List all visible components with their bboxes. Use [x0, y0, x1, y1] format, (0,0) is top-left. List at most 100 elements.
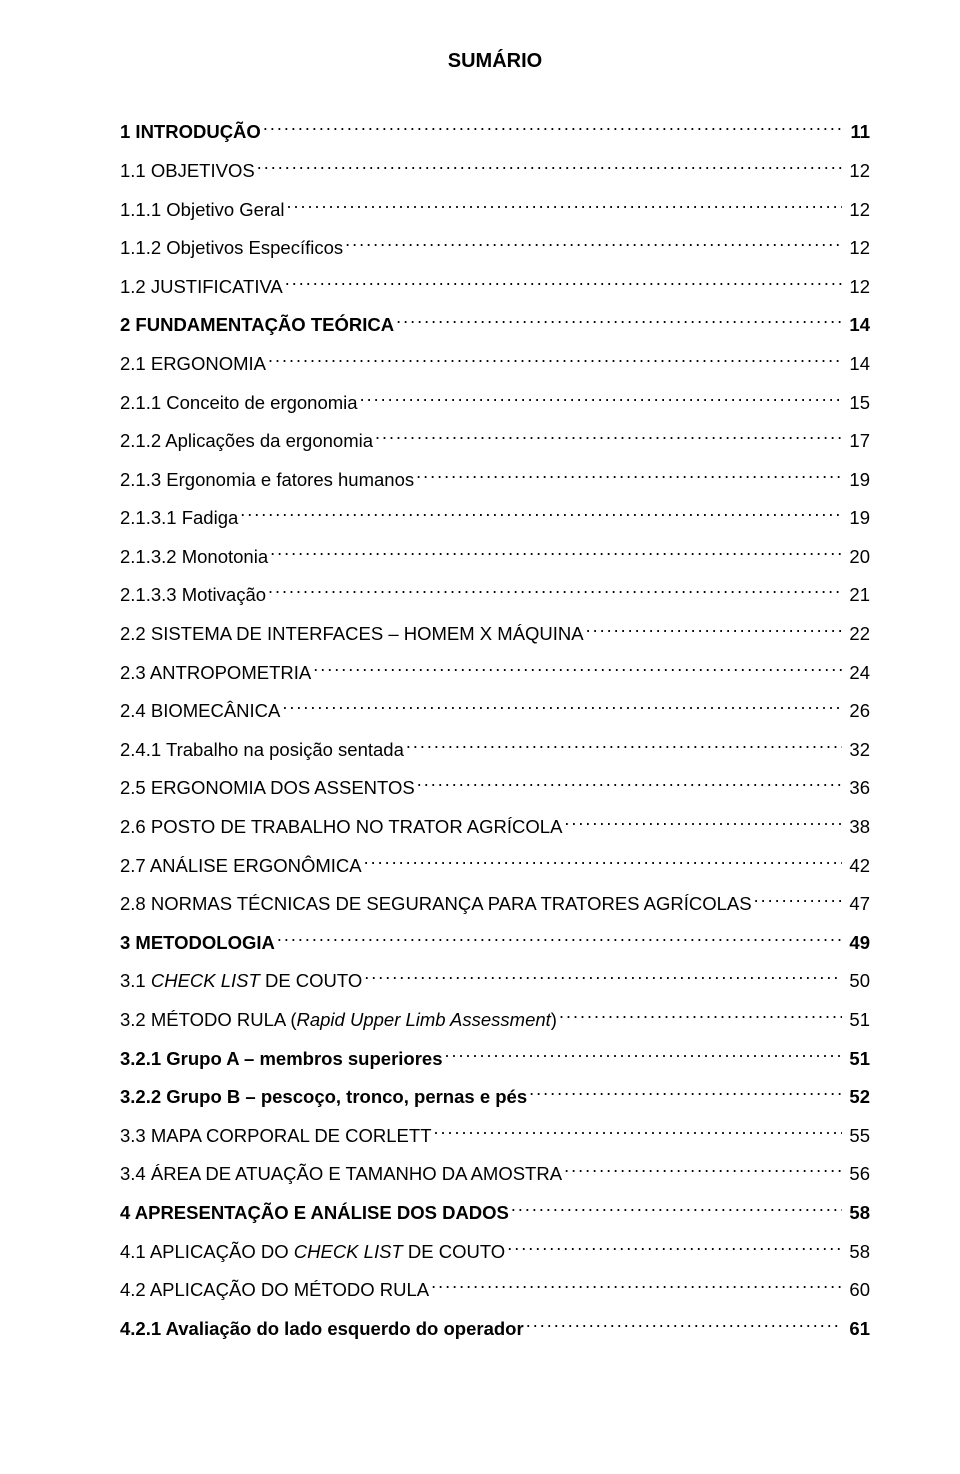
- toc-entry-page: 51: [844, 1045, 870, 1073]
- toc-entry-page: 15: [844, 389, 870, 417]
- toc-entry-label: 4.1 APLICAÇÃO DO CHECK LIST DE COUTO: [120, 1238, 505, 1266]
- dot-leader: [313, 658, 842, 678]
- dot-leader: [285, 272, 842, 292]
- toc-entry-label: 2.1.1 Conceito de ergonomia: [120, 389, 358, 417]
- toc-entry-page: 12: [844, 234, 870, 262]
- toc-entry-label: 1.1.1 Objetivo Geral: [120, 196, 285, 224]
- toc-entry-label: 2.3 ANTROPOMETRIA: [120, 659, 311, 687]
- dot-leader: [564, 1160, 842, 1180]
- toc-entry-page: 12: [844, 157, 870, 185]
- toc-entry-page: 19: [844, 504, 870, 532]
- toc-entry-label: 4.2.1 Avaliação do lado esquerdo do oper…: [120, 1315, 524, 1343]
- toc-entry-label: 2.5 ERGONOMIA DOS ASSENTOS: [120, 774, 415, 802]
- toc-entry: 4.2.1 Avaliação do lado esquerdo do oper…: [120, 1314, 870, 1342]
- toc-entry-label: 2 FUNDAMENTAÇÃO TEÓRICA: [120, 311, 394, 339]
- toc-entry-page: 36: [844, 774, 870, 802]
- toc-entry-label: 4.2 APLICAÇÃO DO MÉTODO RULA: [120, 1276, 429, 1304]
- toc-entry: 2 FUNDAMENTAÇÃO TEÓRICA14: [120, 311, 870, 339]
- toc-entry: 2.1 ERGONOMIA 14: [120, 350, 870, 378]
- dot-leader: [364, 967, 842, 987]
- toc-entry: 2.1.1 Conceito de ergonomia 15: [120, 388, 870, 416]
- toc-entry-label: 3.2 MÉTODO RULA (Rapid Upper Limb Assess…: [120, 1006, 557, 1034]
- dot-leader: [431, 1276, 842, 1296]
- toc-entry-label: 3.2.2 Grupo B – pescoço, tronco, pernas …: [120, 1083, 527, 1111]
- toc-entry-page: 11: [844, 118, 870, 146]
- toc-entry: 2.1.3.1 Fadiga 19: [120, 504, 870, 532]
- toc-entry-label: 2.8 NORMAS TÉCNICAS DE SEGURANÇA PARA TR…: [120, 890, 752, 918]
- toc-entry-page: 22: [844, 620, 870, 648]
- toc-entry-label: 1.2 JUSTIFICATIVA: [120, 273, 283, 301]
- toc-entry-label: 2.1.3 Ergonomia e fatores humanos: [120, 466, 414, 494]
- toc-entry-label: 2.1 ERGONOMIA: [120, 350, 266, 378]
- toc-entry-label: 4 APRESENTAÇÃO E ANÁLISE DOS DADOS: [120, 1199, 509, 1227]
- toc-entry: 3.4 ÁREA DE ATUAÇÃO E TAMANHO DA AMOSTRA…: [120, 1160, 870, 1188]
- dot-leader: [257, 157, 842, 177]
- toc-entry-page: 58: [844, 1199, 870, 1227]
- toc-entry: 4.1 APLICAÇÃO DO CHECK LIST DE COUTO 58: [120, 1237, 870, 1265]
- dot-leader: [268, 350, 842, 370]
- toc-entry-page: 58: [844, 1238, 870, 1266]
- toc-entry-page: 49: [844, 929, 870, 957]
- dot-leader: [416, 465, 842, 485]
- dot-leader: [445, 1044, 843, 1064]
- toc-entry: 2.7 ANÁLISE ERGONÔMICA42: [120, 851, 870, 879]
- toc-entry-label: 3 METODOLOGIA: [120, 929, 275, 957]
- dot-leader: [434, 1121, 843, 1141]
- toc-entry-page: 12: [844, 273, 870, 301]
- toc-entry-page: 61: [844, 1315, 870, 1343]
- toc-entry-page: 52: [844, 1083, 870, 1111]
- toc-entry: 2.1.3 Ergonomia e fatores humanos 19: [120, 465, 870, 493]
- toc-entry: 1.1.2 Objetivos Específicos12: [120, 234, 870, 262]
- toc-entry: 3.2 MÉTODO RULA (Rapid Upper Limb Assess…: [120, 1006, 870, 1034]
- toc-entry-label: 2.1.3.2 Monotonia: [120, 543, 268, 571]
- toc-entry-page: 32: [844, 736, 870, 764]
- dot-leader: [277, 928, 842, 948]
- toc-entry-label: 3.2.1 Grupo A – membros superiores: [120, 1045, 443, 1073]
- toc-entry: 2.3 ANTROPOMETRIA 24: [120, 658, 870, 686]
- toc-entry: 2.4 BIOMECÂNICA26: [120, 697, 870, 725]
- toc-entry: 3 METODOLOGIA 49: [120, 928, 870, 956]
- dot-leader: [564, 813, 842, 833]
- toc-entry-label: 3.3 MAPA CORPORAL DE CORLETT: [120, 1122, 432, 1150]
- toc-entry-page: 60: [844, 1276, 870, 1304]
- toc-entry-page: 17: [844, 427, 870, 455]
- toc-entry-label: 1 INTRODUÇÃO: [120, 118, 261, 146]
- toc-entry: 4 APRESENTAÇÃO E ANÁLISE DOS DADOS 58: [120, 1199, 870, 1227]
- toc-entry-label: 2.1.3.1 Fadiga: [120, 504, 238, 532]
- dot-leader: [282, 697, 842, 717]
- toc-entry: 3.1 CHECK LIST DE COUTO 50: [120, 967, 870, 995]
- dot-leader: [754, 890, 842, 910]
- toc-entry-label: 2.4 BIOMECÂNICA: [120, 697, 280, 725]
- toc-entry-page: 50: [844, 967, 870, 995]
- toc-entry: 2.6 POSTO DE TRABALHO NO TRATOR AGRÍCOLA…: [120, 813, 870, 841]
- dot-leader: [507, 1237, 842, 1257]
- toc-entry: 1.1.1 Objetivo Geral12: [120, 195, 870, 223]
- toc-entry: 3.2.2 Grupo B – pescoço, tronco, pernas …: [120, 1083, 870, 1111]
- dot-leader: [360, 388, 842, 408]
- dot-leader: [287, 195, 842, 215]
- toc-entry-page: 19: [844, 466, 870, 494]
- toc-entry-label: 2.1.3.3 Motivação: [120, 581, 266, 609]
- toc-entry-page: 38: [844, 813, 870, 841]
- page-title: SUMÁRIO: [120, 50, 870, 73]
- toc-entry-page: 24: [844, 659, 870, 687]
- table-of-contents: 1 INTRODUÇÃO 11 1.1 OBJETIVOS12 1.1.1 Objet…: [120, 118, 870, 1343]
- toc-entry: 1 INTRODUÇÃO 11: [120, 118, 870, 146]
- toc-entry: 1.2 JUSTIFICATIVA 12: [120, 272, 870, 300]
- dot-leader: [511, 1199, 842, 1219]
- dot-leader: [559, 1006, 842, 1026]
- dot-leader: [268, 581, 842, 601]
- dot-leader: [417, 774, 842, 794]
- toc-entry-page: 20: [844, 543, 870, 571]
- toc-entry: 2.1.3.3 Motivação21: [120, 581, 870, 609]
- toc-entry-page: 55: [844, 1122, 870, 1150]
- toc-entry-page: 42: [844, 852, 870, 880]
- dot-leader: [270, 543, 842, 563]
- toc-entry-label: 3.1 CHECK LIST DE COUTO: [120, 967, 362, 995]
- toc-entry: 1.1 OBJETIVOS12: [120, 157, 870, 185]
- toc-entry-page: 47: [844, 890, 870, 918]
- toc-entry-page: 14: [844, 350, 870, 378]
- toc-entry: 2.8 NORMAS TÉCNICAS DE SEGURANÇA PARA TR…: [120, 890, 870, 918]
- toc-entry-label: 2.6 POSTO DE TRABALHO NO TRATOR AGRÍCOLA: [120, 813, 562, 841]
- toc-entry: 2.2 SISTEMA DE INTERFACES – HOMEM X MÁQU…: [120, 620, 870, 648]
